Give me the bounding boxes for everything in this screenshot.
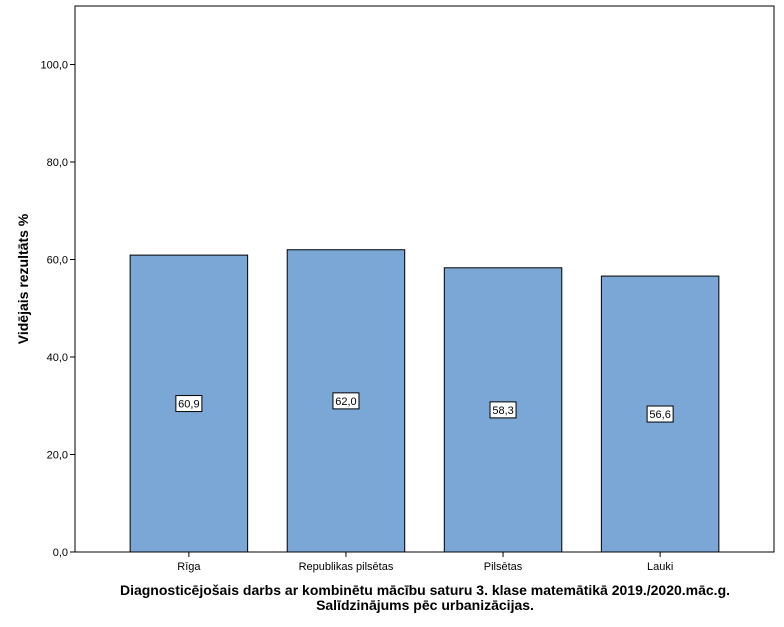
y-tick-label: 40,0 bbox=[47, 352, 68, 364]
y-axis-title: Vidējais rezultāts % bbox=[15, 213, 31, 344]
x-axis: Rīga Republikas pilsētas Pilsētas Lauki bbox=[177, 552, 673, 573]
x-axis-title-line-2: Salīdzinājums pēc urbanizācijas. bbox=[316, 597, 534, 613]
x-axis-title-line-1: Diagnosticējošais darbs ar kombinētu māc… bbox=[120, 582, 730, 598]
data-label-text: 60,9 bbox=[178, 399, 199, 411]
y-axis: 0,0 20,0 40,0 60,0 80,0 100,0 bbox=[40, 60, 75, 559]
y-tick-label: 60,0 bbox=[47, 255, 68, 267]
data-label-box bbox=[489, 401, 517, 419]
y-tick-label: 0,0 bbox=[53, 547, 68, 559]
data-label-box bbox=[646, 405, 674, 423]
x-tick-label: Pilsētas bbox=[484, 561, 523, 573]
data-label-text: 62,0 bbox=[335, 396, 356, 408]
data-label-box bbox=[175, 395, 203, 413]
data-label-pilsetas: 58,3 bbox=[489, 401, 517, 419]
x-tick-label: Lauki bbox=[647, 561, 673, 573]
data-label-box bbox=[332, 392, 360, 410]
data-label-republikas-pilsetas: 62,0 bbox=[332, 392, 360, 410]
data-label-lauki: 56,6 bbox=[646, 405, 674, 423]
y-tick-label: 20,0 bbox=[47, 450, 68, 462]
x-tick-label: Republikas pilsētas bbox=[299, 561, 394, 573]
data-label-text: 58,3 bbox=[492, 405, 513, 417]
data-label-text: 56,6 bbox=[649, 409, 670, 421]
data-label-riga: 60,9 bbox=[175, 395, 203, 413]
y-tick-label: 100,0 bbox=[40, 60, 68, 72]
data-labels: 60,9 62,0 58,3 56,6 bbox=[175, 392, 674, 423]
y-tick-label: 80,0 bbox=[47, 157, 68, 169]
x-tick-label: Rīga bbox=[177, 561, 201, 573]
